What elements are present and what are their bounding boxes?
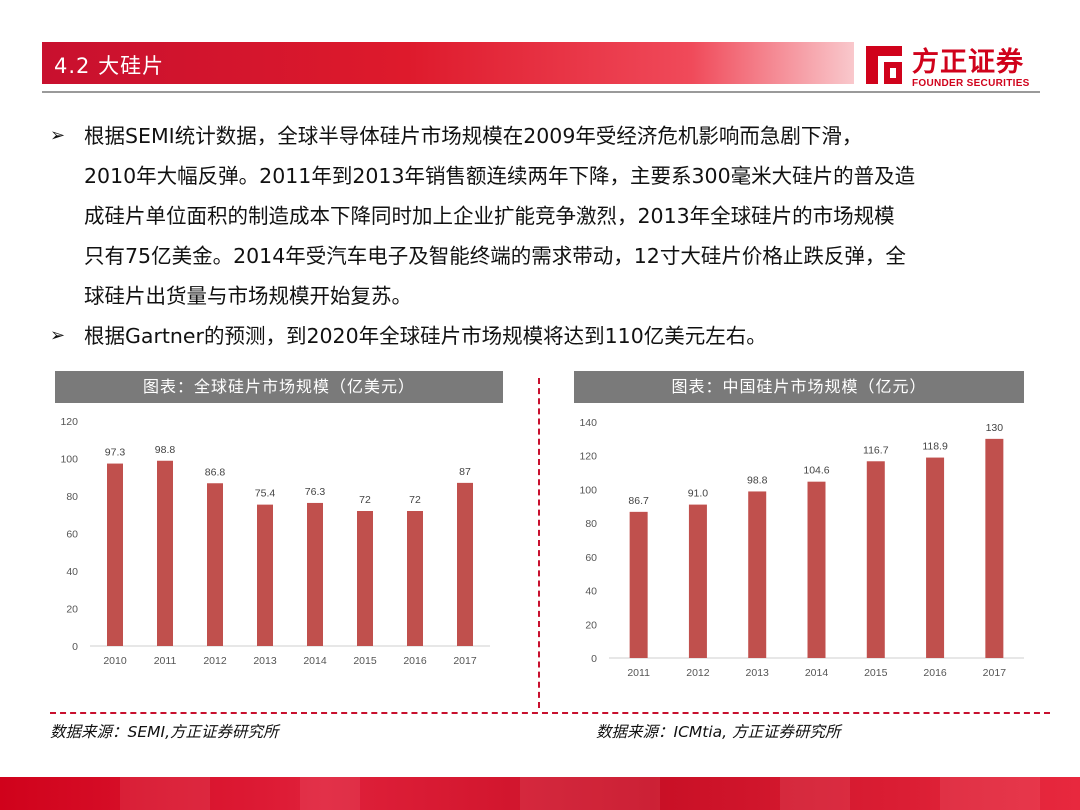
bar [866,461,885,658]
bar-value-label: 72 [409,494,421,506]
x-tick-label: 2017 [983,667,1007,679]
x-tick-label: 2012 [686,667,710,679]
x-tick-label: 2014 [303,655,327,667]
y-tick-label: 20 [66,604,78,616]
y-tick-label: 60 [585,552,597,564]
founder-logo-icon [866,46,902,84]
bar-value-label: 104.6 [803,465,829,477]
bar [688,504,707,658]
bullet-item: ➢ 根据Gartner的预测，到2020年全球硅片市场规模将达到110亿美元左右… [48,316,1038,356]
chart-divider-vertical [538,378,540,708]
bar [257,504,273,646]
y-tick-label: 100 [579,484,597,496]
y-tick-label: 0 [591,653,597,665]
x-tick-label: 2016 [403,655,427,667]
header-divider [42,91,1040,93]
bar [357,511,373,646]
bar [457,482,473,646]
x-tick-label: 2017 [453,655,477,667]
bullet-line: 根据Gartner的预测，到2020年全球硅片市场规模将达到110亿美元左右。 [84,324,767,348]
x-tick-label: 2011 [154,655,177,667]
bullet-line: 成硅片单位面积的制造成本下降同时加上企业扩能竞争激烈，2013年全球硅片的市场规… [84,204,895,228]
china-chart-source: 数据来源：ICMtia, 方正证券研究所 [596,723,841,741]
x-tick-label: 2016 [923,667,947,679]
bar [807,481,826,658]
bar-value-label: 97.3 [105,447,126,459]
bar-value-label: 98.8 [747,474,768,486]
bar-value-label: 75.4 [255,488,276,500]
bar-value-label: 130 [986,422,1004,434]
bar-value-label: 72 [359,494,371,506]
bullet-line: 只有75亿美金。2014年受汽车电子及智能终端的需求带动，12寸大硅片价格止跌反… [84,244,906,268]
bar [748,491,767,658]
footer-band [0,777,1080,810]
logo-english-text: FOUNDER SECURITIES [912,78,1030,89]
y-tick-label: 140 [579,417,597,429]
chart-divider-horizontal [50,712,1050,714]
x-tick-label: 2010 [103,655,127,667]
y-tick-label: 20 [585,619,597,631]
bar-value-label: 86.7 [628,495,649,507]
bar-value-label: 91.0 [688,488,709,500]
x-tick-label: 2015 [353,655,377,667]
y-tick-label: 40 [66,566,78,578]
bar [985,438,1004,658]
bar-value-label: 76.3 [305,486,326,498]
bullet-line: 根据SEMI统计数据，全球半导体硅片市场规模在2009年受经济危机影响而急剧下滑… [84,124,863,148]
bar [407,511,423,646]
x-tick-label: 2013 [253,655,277,667]
bullet-arrow-icon: ➢ [50,125,66,146]
bar-value-label: 86.8 [205,466,226,478]
y-tick-label: 120 [579,451,597,463]
bar [107,463,123,646]
y-tick-label: 120 [60,416,78,428]
y-tick-label: 80 [585,518,597,530]
global-chart-title: 图表：全球硅片市场规模（亿美元） [55,371,503,403]
section-title: 4.2 大硅片 [54,54,165,78]
bullet-arrow-icon: ➢ [50,325,66,346]
bar-value-label: 118.9 [922,441,948,453]
bar-value-label: 116.7 [863,444,889,456]
x-tick-label: 2012 [203,655,227,667]
bullet-line: 球硅片出货量与市场规模开始复苏。 [84,284,412,308]
china-chart-title: 图表：中国硅片市场规模（亿元） [574,371,1024,403]
bar [629,511,648,658]
bar [207,483,223,646]
section-header-bar: 4.2 大硅片 [42,42,854,84]
global-chart-source: 数据来源：SEMI,方正证券研究所 [50,723,279,741]
bar [926,457,945,658]
logo-chinese-text: 方正证券 [912,47,1024,78]
bar [157,460,173,646]
y-tick-label: 0 [72,641,78,653]
founder-securities-logo: 方正证券 FOUNDER SECURITIES [862,40,1052,94]
x-tick-label: 2014 [805,667,829,679]
china-wafer-market-chart: 0 20 40 60 80 100 120 140 86.7 2011 91.0 2012 98.8 20… [579,417,1024,679]
global-wafer-market-chart: 0 20 40 60 80 100 120 97.3 2010 98.8 2011 86.8 2012 7… [60,416,490,667]
bar-value-label: 87 [459,466,471,478]
y-tick-label: 80 [66,491,78,503]
x-tick-label: 2015 [864,667,888,679]
y-tick-label: 100 [60,454,78,466]
x-tick-label: 2013 [746,667,770,679]
y-tick-label: 60 [66,529,78,541]
bar-value-label: 98.8 [155,444,176,456]
bar [307,502,323,646]
bullet-item: ➢ 根据SEMI统计数据，全球半导体硅片市场规模在2009年受经济危机影响而急剧… [48,116,1038,316]
x-tick-label: 2011 [627,667,650,679]
y-tick-label: 40 [585,586,597,598]
bullet-list: ➢ 根据SEMI统计数据，全球半导体硅片市场规模在2009年受经济危机影响而急剧… [48,116,1038,356]
bullet-line: 2010年大幅反弹。2011年到2013年销售额连续两年下降，主要系300毫米大… [84,164,916,188]
